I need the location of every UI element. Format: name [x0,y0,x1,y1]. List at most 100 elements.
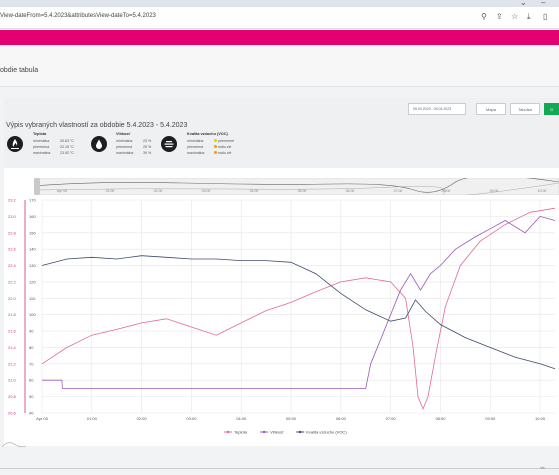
footer-tag: Ve [540,465,545,470]
map-button[interactable]: Mapa [476,103,506,115]
left-tick-label: 22.6 [8,247,17,252]
air-lines-icon [161,136,177,152]
left-tick-label: 21.8 [8,312,17,317]
hum-max-row: maximálna 39 % [116,151,152,155]
chart-legend[interactable]: Teplota Vlhkosť Kvalita vzduchu (VOC) [224,430,347,435]
series-line-0 [41,207,556,410]
bookmark-star-icon[interactable]: ☆ [511,12,519,21]
navigator-label: 07:00 [394,189,403,193]
table-button[interactable]: Tabulka [510,103,540,115]
line-chart: 23.2 23.0 22.8 22.6 22.4 22.2 22.0 21.8 21.6 21.4… [8,198,556,435]
water-drop-icon [91,136,107,152]
navigator-label: Apr 05 [57,189,67,193]
hum-avg-row: priemerná 25 % [116,145,152,149]
x-tick-label: 05:00 [286,416,297,421]
navigator-handle[interactable] [34,178,40,195]
page-header: obdie tabula [0,45,559,87]
x-tick-label: 02:00 [137,416,148,421]
sparkline-icon [2,442,27,448]
temp-avg-row: priemerná 22.15 °C [33,145,75,149]
status-dot-icon [214,139,217,142]
legend-label[interactable]: Kvalita vzduchu (VOC) [306,430,347,435]
mid-tick-label: 130 [29,263,36,268]
page-footer: Ve [0,442,559,475]
mid-tick-label: 80 [29,345,34,350]
left-tick-label: 23.0 [8,214,17,219]
footer-divider [0,468,559,469]
x-axis: Apr 05 01:00 02:00 03:00 04:00 05:00 06:00 07:0… [36,416,546,421]
navigator-label: 06:00 [346,189,355,193]
x-tick-label: 01:00 [87,416,98,421]
legend-marker[interactable] [226,430,230,434]
left-tick-label: 23.2 [8,198,17,203]
page-title: obdie tabula [0,67,39,74]
legend-marker[interactable] [262,430,266,434]
download-icon[interactable]: ⤓ [527,12,531,21]
mid-tick-label: 50 [29,394,34,399]
mid-tick-label: 170 [29,198,36,203]
x-tick-label: 10:00 [535,416,546,421]
x-tick-label: 09:00 [485,416,496,421]
left-tick-label: 21.0 [8,378,17,383]
voc-max-row: maximálna málo zlé [187,151,232,155]
left-tick-label: 20.6 [8,411,17,416]
navigator-label: 01:00 [106,189,115,193]
share-icon[interactable]: ⇪ [496,12,503,21]
x-tick-label: 06:00 [336,416,347,421]
navigator-label: 10:00 [538,189,547,193]
status-dot-icon [214,151,217,154]
left-tick-label: 21.6 [8,329,17,334]
series-line-2 [41,255,556,370]
graph-button[interactable]: G [544,103,559,115]
mid-tick-label: 140 [29,247,36,252]
left-tick-label: 22.2 [8,279,17,284]
zoom-icon[interactable]: ⚲ [481,12,487,21]
left-tick-label: 21.4 [8,345,17,350]
url-text[interactable]: View-dateFrom=5.4.2023&attributesView-da… [0,13,156,19]
browser-tabstrip: ⌄ – [0,0,559,7]
chart-grid [41,199,555,414]
mid-tick-label: 120 [29,279,36,284]
date-range-select[interactable]: 05.04.2023 - 05.04.2023 [408,103,466,115]
navigator-axis: Apr 05 01:00 02:00 03:00 04:00 05:00 06:00 07:0… [57,189,547,193]
legend-label[interactable]: Teplota [234,430,248,435]
navigator-label: 03:00 [202,189,211,193]
thermometer-flame-icon [7,136,23,152]
mid-tick-label: 110 [29,296,36,301]
x-tick-label: 08:00 [435,416,446,421]
mid-tick-label: 160 [29,214,36,219]
temp-max-row: maximálna 23.92 °C [33,151,75,155]
navigator-label: 05:00 [298,189,307,193]
left-tick-label: 20.8 [8,394,17,399]
navigator-label: 09:00 [490,189,499,193]
hum-min-row: minimálna 23 % [116,139,152,143]
legend-marker[interactable] [299,430,302,434]
chart-navigator[interactable]: Apr 05 01:00 02:00 03:00 04:00 05:00 06:00 07:0… [34,178,559,195]
mid-tick-label: 100 [29,312,36,317]
x-tick-label: 03:00 [186,416,197,421]
left-tick-label: 22.4 [8,263,17,268]
tab-search-icon[interactable]: ⌄ [520,0,527,7]
status-dot-icon [214,145,217,148]
legend-label[interactable]: Vlhkosť [270,430,284,435]
mid-tick-label: 60 [29,378,34,383]
x-tick-label: Apr 05 [36,416,49,421]
side-panel-icon[interactable]: ▯ [543,12,548,21]
voc-min-row: minimálna priemerné [187,139,235,143]
x-tick-label: 07:00 [386,416,397,421]
x-tick-label: 04:00 [236,416,247,421]
left-y-axis: 23.2 23.0 22.8 22.6 22.4 22.2 22.0 21.8 21.6 21.4… [8,198,26,416]
address-bar[interactable]: View-dateFrom=5.4.2023&attributesView-da… [0,7,559,29]
mid-tick-label: 40 [29,411,34,416]
humidity-group-title: Vlhkosť [116,132,131,136]
mid-tick-label: 90 [29,329,34,334]
summary-title: Výpis vybraných vlastností za obdobie 5.… [6,122,188,129]
left-tick-label: 22.8 [8,230,17,235]
temperature-group-title: Teplota [33,132,47,136]
voc-group-title: Kvalita vzduchu (VOC) [187,132,228,136]
report-card: 05.04.2023 - 05.04.2023 Mapa Tabulka G V… [4,98,559,446]
navigator-label: 08:00 [442,189,451,193]
minimize-icon[interactable]: – [541,0,546,7]
navigator-label: 04:00 [250,189,259,193]
voc-avg-row: priemerná málo zlé [187,145,232,149]
